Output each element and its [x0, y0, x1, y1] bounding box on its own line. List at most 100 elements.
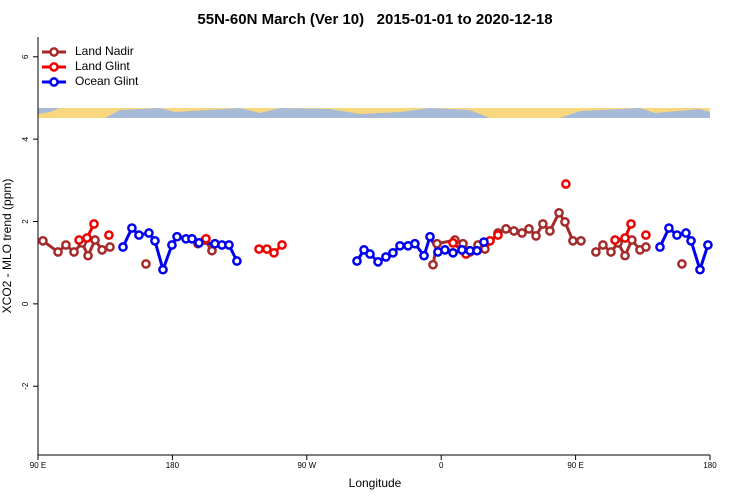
data-point	[172, 231, 182, 242]
data-point	[425, 231, 435, 242]
data-point	[74, 235, 84, 245]
legend-marker	[49, 62, 59, 72]
x-tick-label: 180	[166, 461, 180, 470]
data-point	[440, 245, 450, 255]
data-point	[610, 235, 620, 245]
data-point	[118, 242, 128, 252]
data-point	[576, 236, 586, 246]
data-point	[410, 238, 420, 249]
data-point	[194, 238, 204, 248]
x-axis-label: Longitude	[349, 476, 402, 490]
data-point	[395, 240, 405, 251]
data-point	[524, 224, 534, 234]
legend-marker	[49, 47, 59, 57]
data-point	[432, 238, 442, 249]
data-point	[224, 240, 234, 250]
data-point	[53, 247, 63, 257]
data-point	[167, 240, 177, 250]
data-point	[104, 230, 114, 240]
data-point	[419, 250, 429, 261]
data-point	[493, 230, 503, 240]
data-point	[620, 250, 630, 261]
x-tick-label: 180	[703, 461, 717, 470]
data-point	[90, 235, 100, 245]
data-point	[472, 245, 482, 256]
data-point	[591, 247, 601, 257]
data-point	[501, 224, 511, 234]
data-point	[158, 264, 168, 275]
data-point	[269, 247, 279, 258]
data-point	[134, 230, 144, 240]
data-point	[568, 236, 578, 246]
data-point	[681, 228, 691, 238]
data-point	[626, 219, 636, 229]
data-point	[641, 242, 651, 252]
y-axis-label: XCO2 - MLO trend (ppm)	[0, 179, 14, 314]
data-point	[365, 249, 375, 259]
data-point	[105, 242, 115, 252]
y-tick-label: 6	[21, 54, 30, 59]
y-tick-label: 4	[21, 136, 30, 141]
data-point	[82, 233, 92, 243]
data-point	[89, 219, 99, 229]
y-tick-label: -2	[21, 382, 30, 390]
x-tick-label: 90 E	[567, 461, 583, 470]
data-point	[664, 223, 674, 233]
data-point	[448, 247, 458, 258]
data-point	[388, 247, 398, 258]
data-point	[606, 247, 616, 257]
legend-label: Land Glint	[75, 59, 130, 73]
data-point	[672, 230, 682, 240]
data-point	[560, 217, 570, 227]
map-strip	[38, 108, 710, 118]
data-point	[517, 228, 527, 238]
x-tick-label: 90 W	[297, 461, 316, 470]
y-tick-label: 2	[21, 219, 30, 224]
data-point	[232, 256, 242, 266]
data-point	[457, 245, 467, 255]
data-point	[598, 240, 608, 250]
data-point	[545, 226, 555, 236]
data-point	[262, 244, 272, 254]
data-point	[620, 233, 630, 243]
data-point	[127, 223, 137, 233]
data-point	[686, 236, 696, 246]
data-point	[538, 219, 548, 229]
data-point	[144, 228, 154, 238]
data-point	[509, 226, 519, 236]
legend-label: Land Nadir	[75, 44, 134, 58]
data-point	[187, 233, 197, 244]
x-tick-label: 90 E	[30, 461, 46, 470]
data-point	[531, 231, 541, 241]
data-point	[381, 252, 391, 262]
data-point	[69, 247, 79, 257]
data-point	[695, 264, 705, 275]
data-point	[655, 242, 665, 252]
data-point	[428, 259, 438, 270]
data-point	[277, 240, 287, 250]
data-point	[38, 236, 48, 246]
data-point	[703, 240, 713, 250]
x-tick-label: 0	[439, 461, 444, 470]
chart-title: 55N-60N March (Ver 10) 2015-01-01 to 202…	[197, 11, 552, 28]
y-tick-label: 0	[21, 301, 30, 306]
data-point	[352, 256, 362, 266]
data-point	[97, 245, 107, 255]
data-point	[150, 236, 160, 246]
data-point	[61, 240, 71, 250]
data-point	[641, 230, 651, 240]
legend-label: Ocean Glint	[75, 74, 139, 88]
data-point	[448, 238, 458, 248]
data-point	[83, 250, 93, 261]
data-point	[554, 207, 564, 218]
data-point	[201, 233, 211, 244]
legend-marker	[49, 77, 59, 87]
data-point	[677, 259, 687, 269]
data-point	[141, 259, 151, 269]
data-point	[254, 244, 264, 254]
data-point	[373, 257, 383, 267]
data-point	[479, 237, 489, 247]
data-point	[561, 179, 571, 189]
